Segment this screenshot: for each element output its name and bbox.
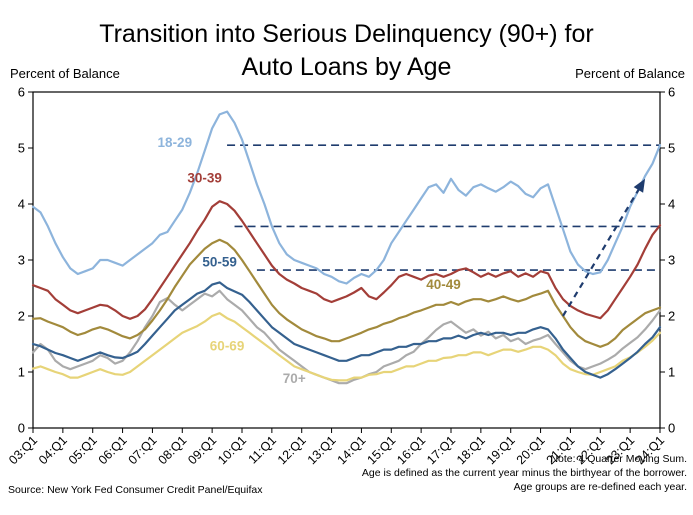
note-line-3: Age groups are re-defined each year. <box>513 481 687 493</box>
x-tick-label: 05:Q1 <box>66 433 100 467</box>
y-tick-label-left: 2 <box>18 309 25 324</box>
y-tick-label-right: 3 <box>668 253 675 268</box>
series-label-30-39: 30-39 <box>187 171 222 186</box>
chart-title: Transition into Serious Delinquency (90+… <box>0 18 693 84</box>
series-label-18-29: 18-29 <box>158 135 193 150</box>
series-label-40-49: 40-49 <box>426 277 461 292</box>
y-tick-label-left: 0 <box>18 421 25 436</box>
series-line-70+ <box>31 289 662 385</box>
notes-block: Note: 4 Quarter Moving Sum. Age is defin… <box>362 452 687 494</box>
series-label-50-59: 50-59 <box>202 255 237 270</box>
x-tick-label: 04:Q1 <box>36 433 70 467</box>
trend-arrow-line <box>562 185 642 317</box>
series-label-70+: 70+ <box>283 371 306 386</box>
series-label-60-69: 60-69 <box>210 339 245 354</box>
series-line-50-59 <box>31 281 662 379</box>
x-tick-label: 13:Q1 <box>305 433 339 467</box>
source-note: Source: New York Fed Consumer Credit Pan… <box>8 484 263 496</box>
y-tick-label-right: 5 <box>668 141 675 156</box>
x-tick-label: 11:Q1 <box>246 433 279 466</box>
right-axis-caption: Percent of Balance <box>575 66 685 81</box>
x-tick-label: 03:Q1 <box>6 433 40 467</box>
y-tick-label-left: 1 <box>18 365 25 380</box>
y-tick-label-right: 1 <box>668 365 675 380</box>
series-line-60-69 <box>31 312 662 382</box>
x-tick-label: 12:Q1 <box>275 433 309 467</box>
series-line-18-29 <box>31 110 662 285</box>
series-line-30-39 <box>31 200 662 320</box>
y-tick-label-left: 3 <box>18 253 25 268</box>
chart-title-line-1: Transition into Serious Delinquency (90+… <box>99 20 594 48</box>
y-tick-label-left: 4 <box>18 197 25 212</box>
x-tick-label: 10:Q1 <box>215 433 249 467</box>
x-tick-label: 09:Q1 <box>185 433 219 467</box>
note-line-2: Age is defined as the current year minus… <box>361 467 687 479</box>
y-tick-label-left: 5 <box>18 141 25 156</box>
x-tick-label: 07:Q1 <box>126 433 160 467</box>
plot-border <box>32 91 661 429</box>
x-tick-label: 06:Q1 <box>96 433 130 467</box>
chart-title-line-2: Auto Loans by Age <box>241 53 452 81</box>
left-axis-caption: Percent of Balance <box>10 66 120 81</box>
series-line-40-49 <box>31 238 662 348</box>
y-tick-label-right: 6 <box>668 85 675 100</box>
y-tick-label-right: 0 <box>668 421 675 436</box>
y-tick-label-right: 2 <box>668 309 675 324</box>
trend-arrow-head <box>633 178 646 193</box>
note-line-1: Note: 4 Quarter Moving Sum. <box>550 453 687 465</box>
y-tick-label-left: 6 <box>18 85 25 100</box>
y-tick-label-right: 4 <box>668 197 675 212</box>
x-tick-label: 08:Q1 <box>155 433 189 467</box>
